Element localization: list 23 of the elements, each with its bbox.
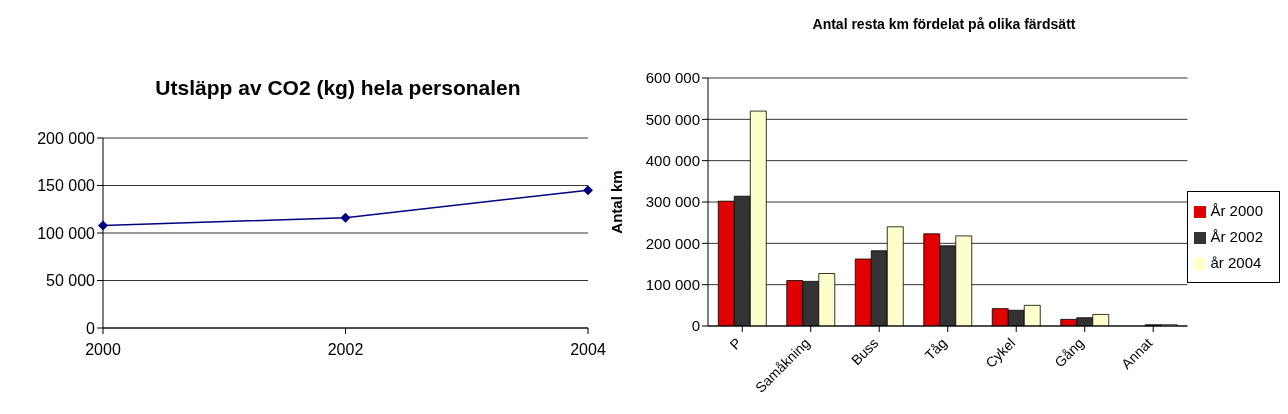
y-tick-label: 200 000 [645, 234, 700, 252]
y-tick-label: 50 000 [46, 272, 96, 290]
y-tick-label: 100 000 [645, 275, 700, 293]
y-axis-title: Antal km [608, 170, 626, 234]
y-tick-label: 300 000 [645, 193, 700, 211]
y-tick-label: 500 000 [645, 110, 700, 128]
y-tick-label: 400 000 [645, 151, 700, 169]
chart-title: Antal resta km fördelat på olika färdsätt [811, 15, 1077, 34]
x-tick-label: 2004 [570, 341, 606, 359]
x-tick-label: 2000 [85, 341, 121, 359]
x-tick-label: Tåg [921, 334, 950, 364]
x-tick-label: 2002 [327, 341, 364, 359]
y-tick-label: 150 000 [37, 177, 96, 195]
y-tick-label: 100 000 [37, 224, 96, 242]
legend-label: År 2002 [1210, 228, 1263, 245]
legend-label: År 2000 [1210, 202, 1263, 219]
y-tick-label: 600 000 [645, 69, 700, 87]
y-tick-label: 0 [691, 317, 700, 335]
x-tick-label: P [726, 334, 745, 353]
y-tick-label: 0 [86, 319, 96, 337]
legend-label: år 2004 [1210, 254, 1262, 271]
chart-title: Utsläpp av CO2 (kg) hela personalen [154, 75, 522, 101]
y-tick-label: 200 000 [37, 129, 96, 147]
